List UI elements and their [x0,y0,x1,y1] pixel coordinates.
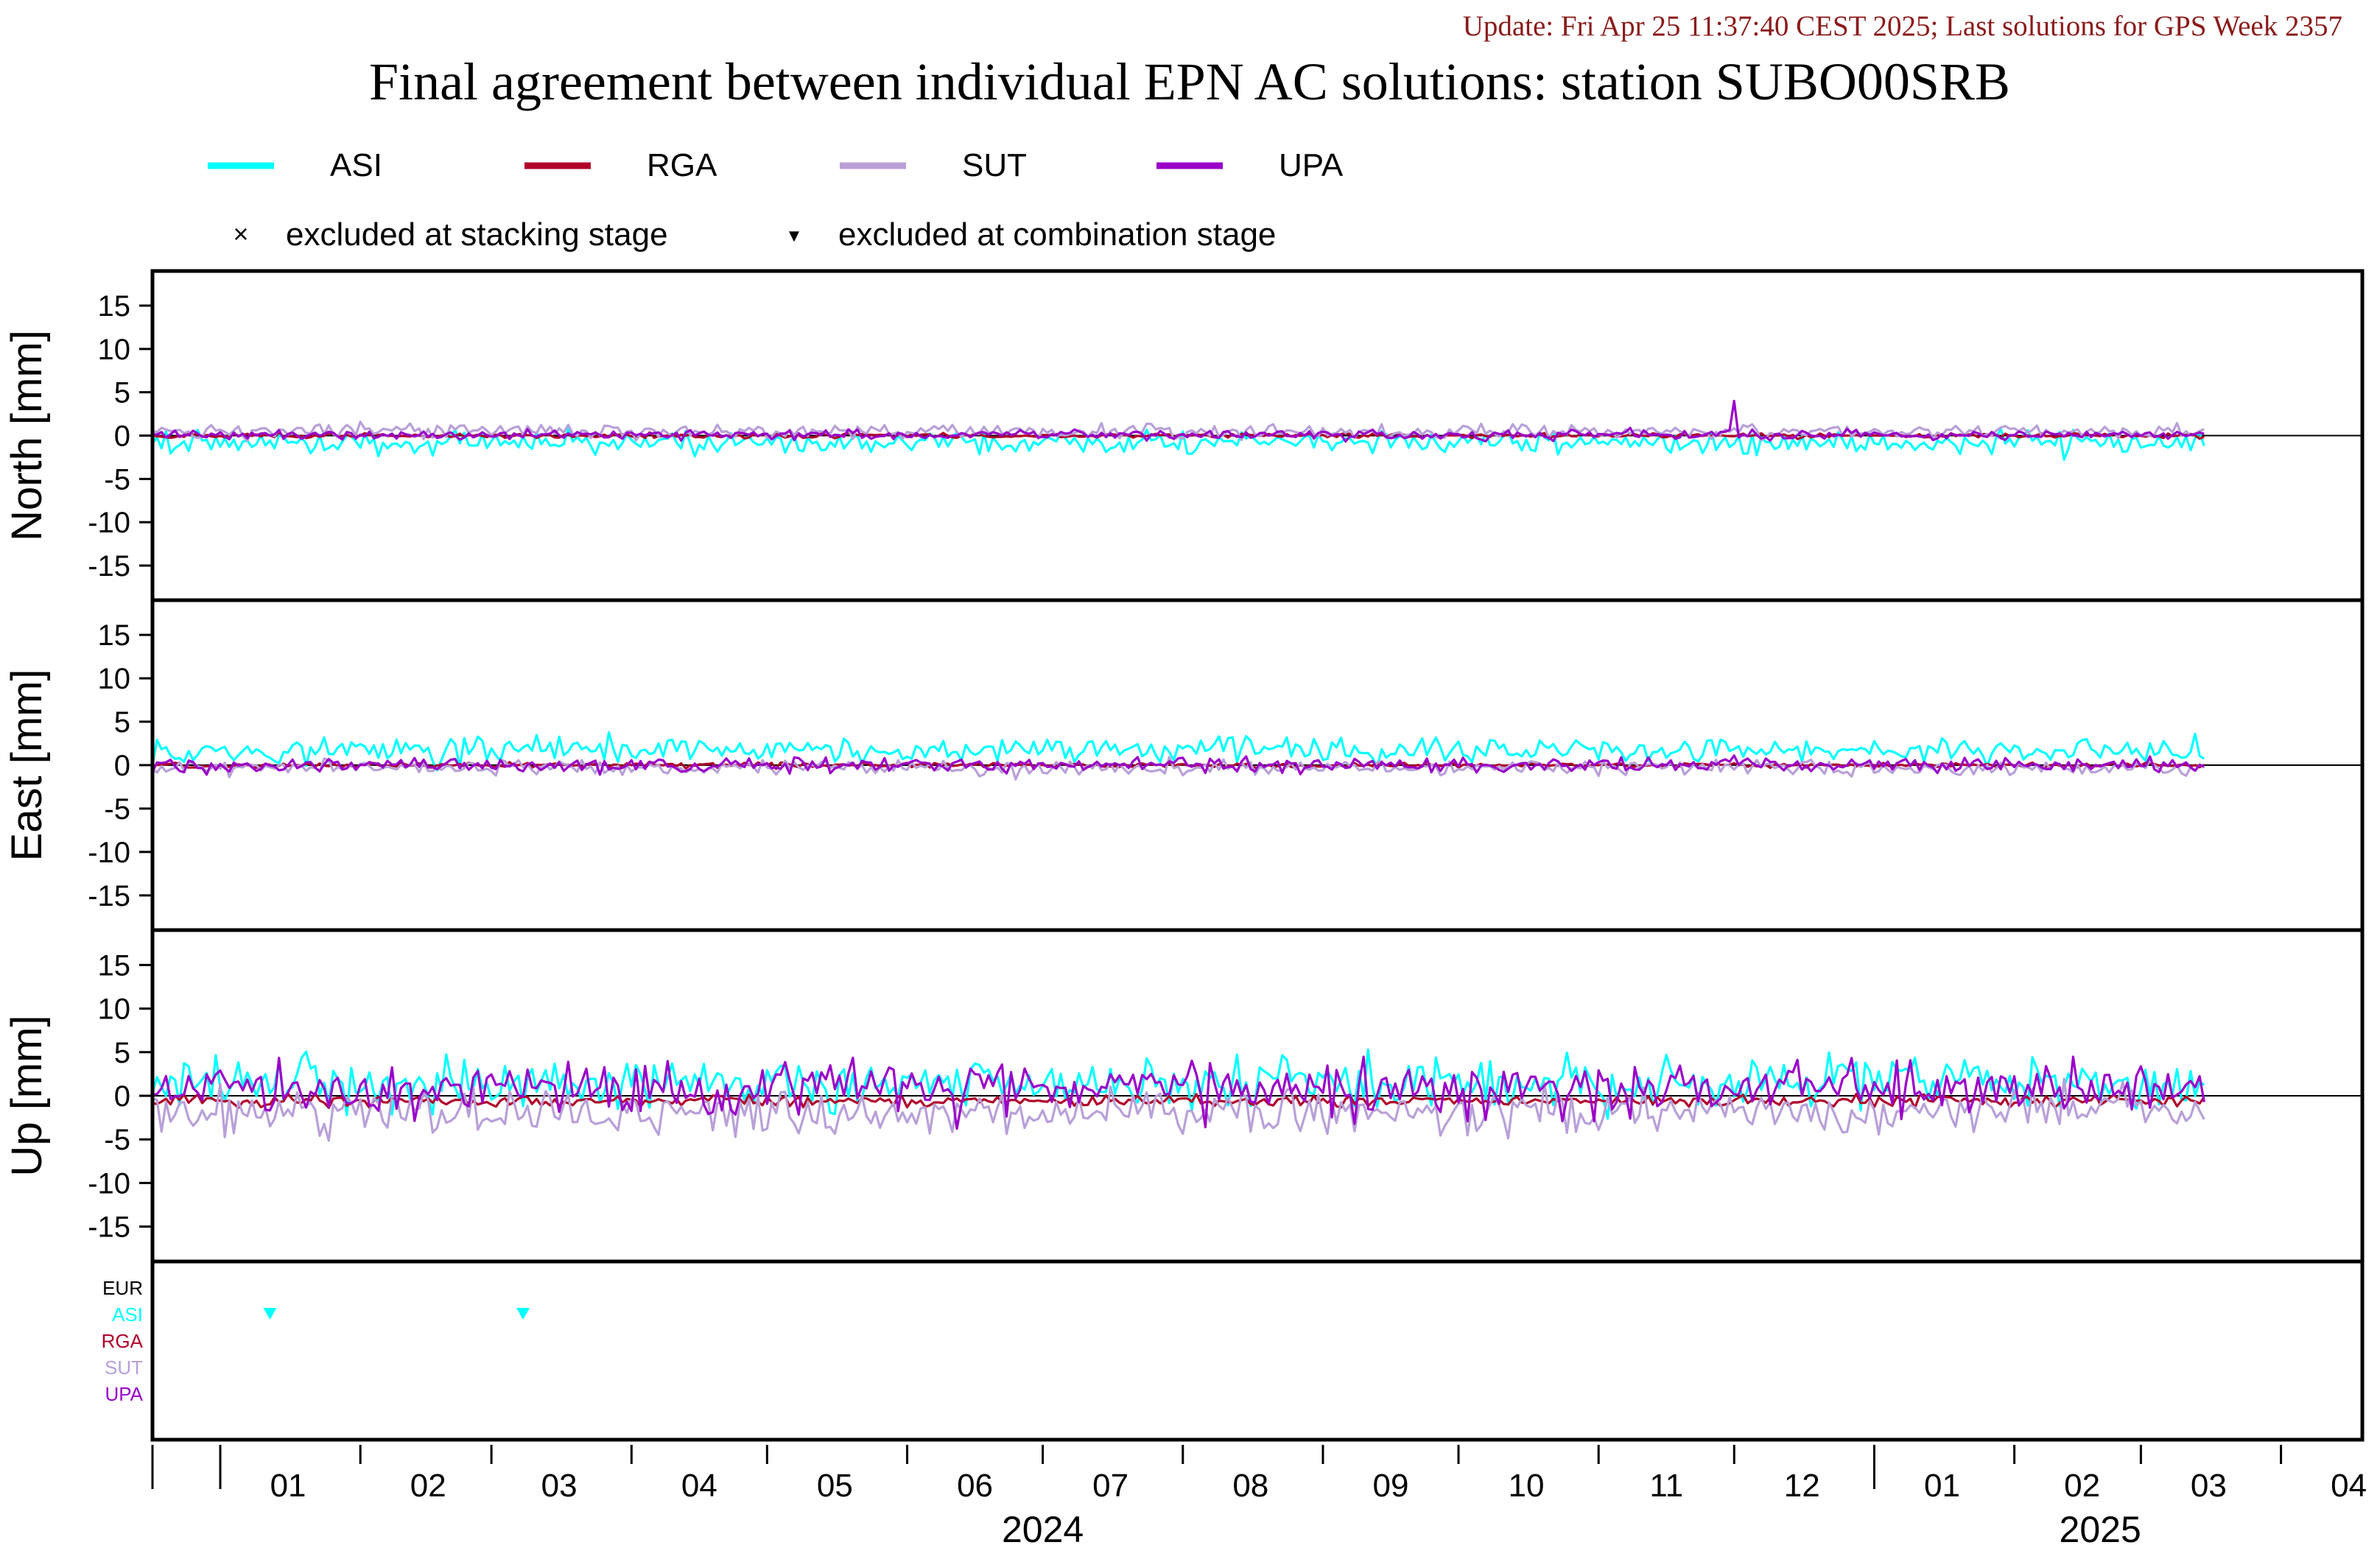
combination-exclusion-marker [516,1308,530,1320]
exclusion-row-label: ASI [112,1303,143,1326]
month-tick-label: 04 [2331,1468,2367,1504]
y-tick-label: -5 [104,463,130,496]
month-tick-label: 02 [2064,1468,2100,1504]
exclusion-row-label: SUT [105,1356,143,1379]
y-tick-label: -15 [88,550,130,583]
x-axis: 01 02 03 04 05 06 07 08 09 10 11 12 01 02 03 04 2024 2025 [151,1445,2367,1545]
y-tick-label: 15 [98,290,131,323]
month-tick-label: 12 [1784,1468,1820,1504]
panel-north: -15 -10 -5 0 5 10 15 North [mm] [3,269,2365,602]
y-tick-label: 0 [114,420,130,453]
exclusion-row-label: EUR [102,1277,143,1299]
y-tick-label: -5 [104,1124,130,1156]
legend-label-sut: SUT [962,147,1027,183]
month-tick-label: 09 [1373,1468,1409,1504]
series-line-upa [152,399,2205,443]
exclusion-frame [150,1259,2365,1442]
month-tick-label: 05 [817,1468,853,1504]
y-axis-label: North [mm] [3,330,51,541]
combination-marker-label: excluded at combination stage [838,217,1276,253]
series-line-rga [152,1092,2205,1110]
y-tick-label: 5 [114,1037,130,1069]
y-tick-label: 10 [98,993,131,1026]
y-tick-label: 5 [114,706,130,739]
month-tick-label: 03 [2191,1468,2227,1504]
y-tick-label: -10 [88,507,130,539]
stacking-marker-icon: × [233,219,248,249]
panel-east: -15 -10 -5 0 5 10 15 East [mm] [3,598,2365,932]
month-tick-label: 08 [1232,1468,1268,1504]
y-tick-label: 5 [114,377,130,409]
legend-label-asi: ASI [330,147,382,183]
series-line-sut [152,420,2205,443]
y-tick-label: -15 [88,1211,130,1244]
y-tick-label: -10 [88,837,130,869]
exclusion-panel: EUR ASI RGA SUT UPA [102,1259,2365,1442]
series-line-upa [151,754,2205,776]
month-tick-label: 06 [957,1468,993,1504]
chart-title: Final agreement between individual EPN A… [369,52,2010,111]
month-tick-label: 01 [270,1468,306,1504]
month-tick-label: 11 [1649,1468,1683,1504]
legend-label-upa: UPA [1279,147,1344,183]
stacking-marker-label: excluded at stacking stage [286,217,668,253]
y-tick-label: 0 [114,750,130,782]
update-text: Update: Fri Apr 25 11:37:40 CEST 2025; L… [1463,10,2342,42]
y-axis-label: East [mm] [3,669,51,861]
y-tick-label: -5 [104,793,130,826]
year-label: 2025 [2060,1509,2141,1545]
month-tick-label: 10 [1509,1468,1545,1504]
exclusion-row-label: RGA [102,1330,144,1352]
panel-up: -15 -10 -5 0 5 10 15 Up [mm] [3,928,2365,1264]
legend: ASI RGA SUT UPA × excluded at stacking s… [208,147,1344,253]
month-tick-label: 03 [541,1468,578,1504]
month-tick-label: 02 [410,1468,446,1504]
month-tick-label: 04 [681,1468,717,1504]
series-line-sut [151,756,2205,781]
year-label: 2024 [1002,1509,1084,1545]
y-tick-label: 0 [114,1080,130,1113]
series-line-asi [151,731,2205,772]
series-line-sut [152,1077,2205,1142]
series-line-upa [152,1055,2205,1130]
month-tick-label: 07 [1092,1468,1128,1504]
y-tick-label: 10 [98,334,131,366]
y-tick-label: 15 [98,619,131,652]
y-tick-label: -10 [88,1167,130,1200]
legend-label-rga: RGA [647,147,717,183]
combination-exclusion-marker [263,1308,277,1320]
combination-marker-icon: ▼ [785,226,803,246]
y-tick-label: 15 [98,949,131,982]
y-axis-label: Up [mm] [3,1015,51,1176]
y-tick-label: 10 [98,663,131,695]
exclusion-row-label: UPA [105,1383,143,1405]
month-tick-label: 01 [1924,1468,1960,1504]
y-tick-label: -15 [88,880,130,912]
